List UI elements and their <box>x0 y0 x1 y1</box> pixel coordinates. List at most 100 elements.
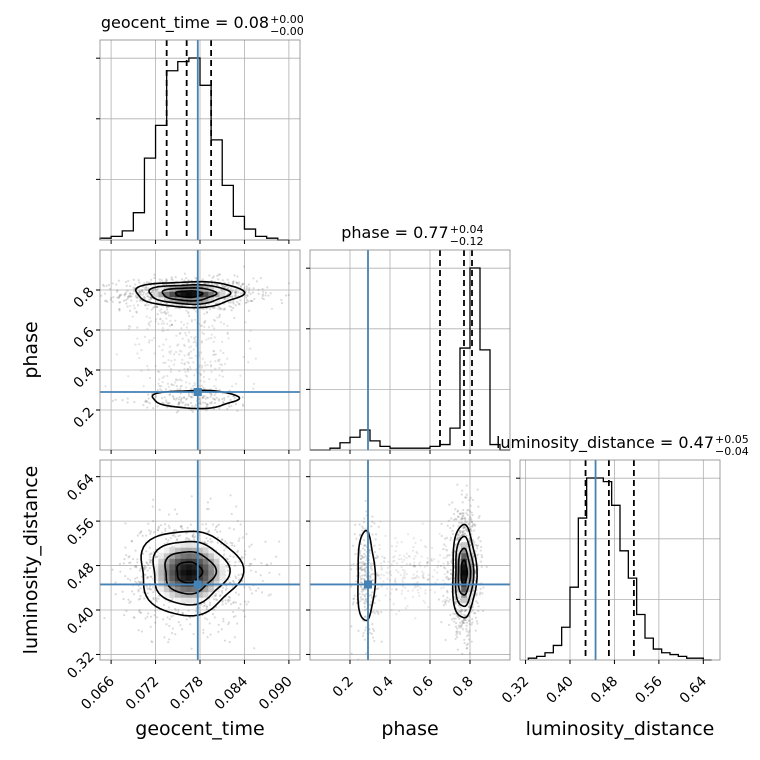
sample-point <box>362 560 365 564</box>
sample-point <box>363 601 366 605</box>
sample-point <box>384 594 387 597</box>
sample-point <box>118 307 121 311</box>
sample-point <box>201 331 204 334</box>
sample-point <box>360 568 364 572</box>
sample-point <box>452 612 455 615</box>
contour-line <box>140 530 245 617</box>
title-lower: −0.12 <box>450 235 484 248</box>
sample-point <box>242 609 245 612</box>
density-cell <box>169 591 176 598</box>
sample-point <box>219 363 222 366</box>
sample-point <box>168 393 171 397</box>
sample-point <box>362 589 365 592</box>
sample-point <box>155 600 158 603</box>
sample-point <box>179 399 183 402</box>
sample-point <box>359 561 362 564</box>
sample-point <box>454 601 457 604</box>
sample-point <box>445 599 448 602</box>
sample-point <box>369 576 372 579</box>
sample-point <box>208 603 211 607</box>
sample-point <box>205 605 209 608</box>
sample-point <box>477 553 480 556</box>
sample-point <box>174 535 177 538</box>
sample-point <box>412 565 415 568</box>
density-cell <box>158 558 165 565</box>
sample-point <box>146 615 149 618</box>
sample-point <box>415 576 418 579</box>
sample-point <box>211 276 214 279</box>
sample-point <box>217 623 220 626</box>
sample-point <box>194 354 197 357</box>
sample-point <box>222 617 225 620</box>
sample-point <box>264 291 268 294</box>
scatter-panel-luminosity_distance-vs-geocent_time <box>96 459 301 664</box>
sample-point <box>225 587 228 590</box>
sample-point <box>394 549 397 553</box>
sample-point <box>359 533 362 536</box>
sample-point <box>389 570 392 573</box>
sample-point <box>218 305 221 308</box>
sample-point <box>127 279 130 283</box>
sample-point <box>223 398 226 401</box>
sample-point <box>270 562 273 565</box>
sample-point <box>414 617 417 620</box>
sample-point <box>223 639 226 642</box>
sample-point <box>418 563 421 566</box>
sample-point <box>203 394 206 398</box>
sample-point <box>190 318 194 322</box>
sample-point <box>261 293 265 296</box>
sample-point <box>460 609 463 612</box>
sample-point <box>146 575 149 579</box>
sample-point <box>161 349 164 352</box>
density-cell <box>461 575 468 582</box>
sample-point <box>180 350 183 353</box>
sample-point <box>359 554 362 557</box>
sample-point <box>471 618 474 621</box>
sample-point <box>209 633 212 636</box>
sample-point <box>390 573 393 577</box>
sample-point <box>130 590 134 593</box>
sample-point <box>446 524 449 527</box>
sample-point <box>207 529 210 532</box>
sample-point <box>250 562 253 566</box>
sample-point <box>405 552 408 555</box>
sample-point <box>114 592 117 596</box>
sample-point <box>132 304 135 307</box>
sample-point <box>460 608 463 611</box>
sample-point <box>146 406 149 409</box>
sample-point <box>422 599 425 602</box>
sample-point <box>163 523 167 526</box>
sample-point <box>141 288 144 292</box>
sample-point <box>192 532 195 536</box>
density-cell <box>191 285 198 292</box>
density-cell <box>152 291 159 298</box>
sample-point <box>178 349 181 352</box>
sample-point <box>462 619 465 622</box>
sample-point <box>353 594 356 597</box>
sample-point <box>129 561 132 564</box>
sample-point <box>460 624 463 627</box>
sample-point <box>124 293 127 296</box>
sample-point <box>230 305 233 308</box>
sample-point <box>190 356 193 360</box>
sample-point <box>193 374 196 377</box>
sample-point <box>199 400 202 403</box>
sample-point <box>288 282 291 285</box>
sample-point <box>218 594 221 598</box>
sample-point <box>214 593 217 596</box>
sample-point <box>458 610 462 613</box>
sample-point <box>234 614 237 618</box>
sample-point <box>468 606 471 609</box>
sample-point <box>235 576 238 580</box>
sample-point <box>160 385 163 388</box>
sample-point <box>149 561 152 564</box>
sample-point <box>221 600 224 603</box>
sample-point <box>476 544 480 547</box>
sample-point <box>269 593 272 596</box>
sample-point <box>149 532 152 535</box>
density-cell <box>163 547 170 554</box>
sample-point <box>173 508 177 511</box>
sample-point <box>166 541 169 544</box>
sample-point <box>184 370 187 374</box>
sample-point <box>167 606 171 609</box>
